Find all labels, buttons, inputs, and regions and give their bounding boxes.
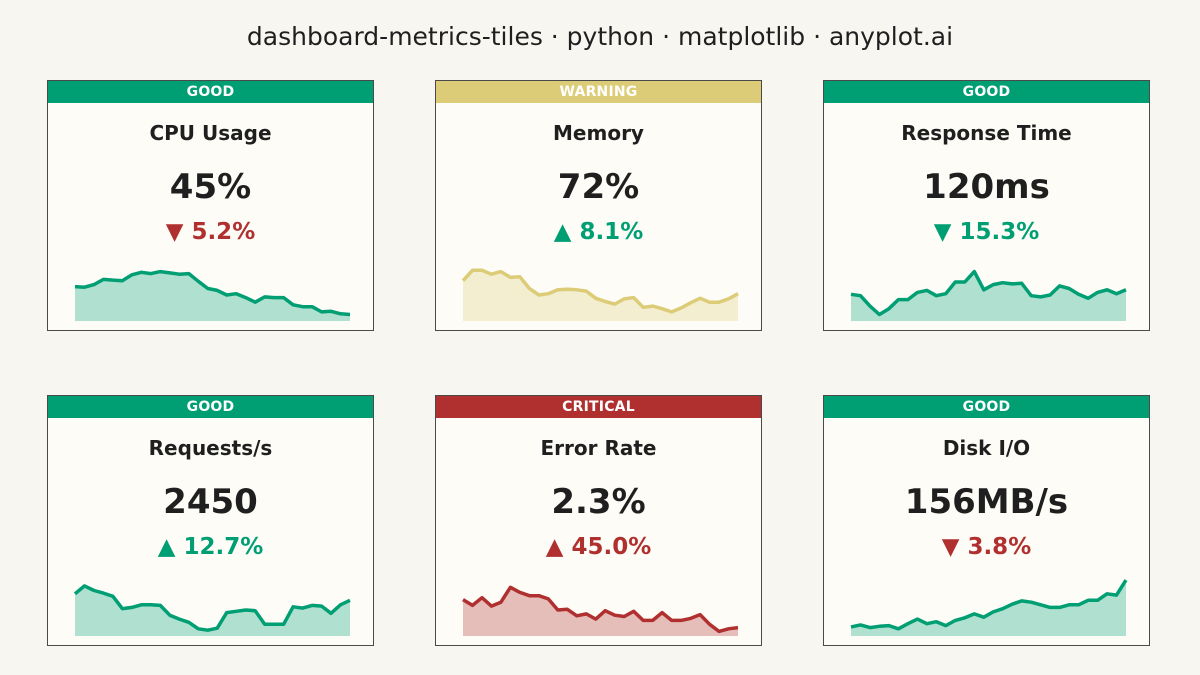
metric-value: 2450 (163, 482, 258, 522)
metric-tile-memory: WARNING Memory 72% ▲ 8.1% (435, 80, 762, 331)
sparkline-chart (73, 584, 351, 636)
status-badge: CRITICAL (436, 396, 761, 418)
metric-value: 120ms (923, 167, 1050, 207)
metric-tile-response-time: GOOD Response Time 120ms ▼ 15.3% (823, 80, 1150, 331)
status-badge: GOOD (824, 81, 1149, 103)
metric-value: 45% (169, 167, 252, 207)
page-title: dashboard-metrics-tiles · python · matpl… (246, 22, 954, 51)
sparkline-line (462, 585, 739, 634)
metric-name: Requests/s (148, 436, 273, 460)
metric-name: Response Time (901, 121, 1072, 145)
metric-change: ▲ 8.1% (553, 219, 644, 245)
metric-value: 156MB/s (904, 482, 1069, 522)
sparkline-area (851, 271, 1126, 321)
status-badge: WARNING (436, 81, 761, 103)
metric-name: Disk I/O (942, 436, 1031, 460)
status-badge: GOOD (48, 81, 373, 103)
status-badge: GOOD (824, 396, 1149, 418)
sparkline-line (73, 584, 351, 632)
sparkline-area (75, 271, 350, 321)
metric-tile-disk-i-o: GOOD Disk I/O 156MB/s ▼ 3.8% (823, 395, 1150, 646)
metric-name: Error Rate (540, 436, 657, 460)
metric-value: 2.3% (551, 482, 646, 522)
sparkline-chart (462, 585, 739, 636)
sparkline-chart (74, 269, 351, 321)
sparkline-area (463, 587, 738, 636)
sparkline-line (850, 579, 1128, 631)
status-badge: GOOD (48, 396, 373, 418)
metric-tile-cpu-usage: GOOD CPU Usage 45% ▼ 5.2% (47, 80, 374, 331)
sparkline-line (74, 269, 351, 317)
metric-tile-requests-s: GOOD Requests/s 2450 ▲ 12.7% (47, 395, 374, 646)
metric-name: CPU Usage (149, 121, 272, 145)
sparkline-chart (850, 579, 1128, 636)
sparkline-line (461, 268, 739, 314)
sparkline-area (75, 585, 350, 636)
sparkline-chart (850, 269, 1127, 321)
metric-change: ▼ 3.8% (941, 534, 1032, 560)
metric-change: ▼ 5.2% (165, 219, 256, 245)
sparkline-line (850, 269, 1127, 317)
metric-change: ▼ 15.3% (933, 219, 1040, 245)
sparkline-chart (461, 268, 739, 321)
sparkline-area (463, 270, 738, 321)
metric-change: ▲ 12.7% (157, 534, 264, 560)
metric-value: 72% (557, 167, 640, 207)
metric-name: Memory (553, 121, 644, 145)
metric-change: ▲ 45.0% (545, 534, 652, 560)
metric-tile-error-rate: CRITICAL Error Rate 2.3% ▲ 45.0% (435, 395, 762, 646)
